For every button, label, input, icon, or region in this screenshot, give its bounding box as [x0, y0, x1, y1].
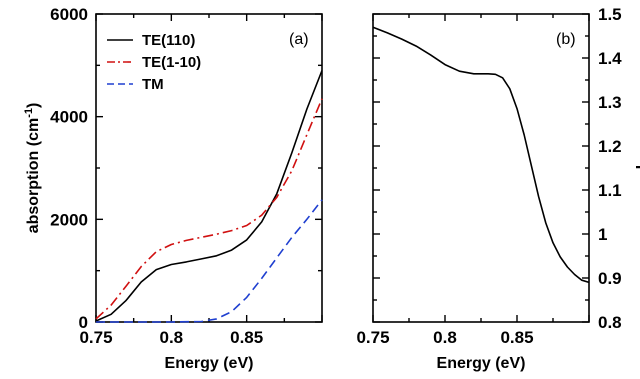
panel-a: 0.75 0.8 0.85 0 2000 4000 6000 (a) Energy (eV)… — [23, 5, 323, 372]
x-tick-label: 0.8 — [160, 328, 184, 347]
y-tick-label: 0.8 — [598, 313, 622, 332]
y-tick-label: 1.4 — [598, 49, 622, 68]
y-tick-label: 0 — [79, 313, 88, 332]
panel-b-ylabel: r — [632, 165, 640, 171]
panel-a-tag: (a) — [289, 31, 309, 48]
panel-b: 0.75 0.8 0.85 0.8 0.9 1 1.1 1.2 1.3 1.4 1.5 (b) En… — [356, 5, 640, 372]
panel-b-frame — [372, 13, 590, 323]
panel-a-ylabel-sup: -1 — [23, 108, 35, 118]
panel-a-frame — [95, 13, 323, 323]
panel-b-series — [372, 26, 590, 284]
series-line-a-0 — [95, 70, 323, 322]
legend-label-tm: TM — [142, 76, 164, 93]
y-tick-label: 6000 — [50, 5, 88, 24]
series-line-a-1 — [95, 98, 323, 320]
panel-a-ylabel: absorption (cm-1) — [23, 103, 42, 234]
panel-b-tag: (b) — [556, 31, 576, 48]
x-tick-label: 0.75 — [79, 328, 112, 347]
y-tick-label: 0.9 — [598, 269, 622, 288]
y-tick-label: 1.1 — [598, 181, 622, 200]
panel-b-xlabel: Energy (eV) — [437, 355, 526, 372]
x-tick-label: 0.75 — [356, 328, 389, 347]
y-tick-label: 1.5 — [598, 5, 622, 24]
panel-a-series — [95, 70, 323, 323]
y-tick-label: 1 — [598, 225, 607, 244]
series-line-a-2 — [96, 199, 323, 323]
y-tick-label: 2000 — [50, 210, 88, 229]
series-line-b-0 — [372, 26, 590, 284]
panel-a-ticks: 0.75 0.8 0.85 0 2000 4000 6000 — [50, 5, 323, 347]
x-tick-label: 0.85 — [500, 328, 533, 347]
y-tick-label: 1.3 — [598, 93, 622, 112]
y-tick-label: 1.2 — [598, 137, 622, 156]
y-tick-label: 4000 — [50, 108, 88, 127]
x-tick-label: 0.8 — [433, 328, 457, 347]
panel-b-ticks: 0.75 0.8 0.85 0.8 0.9 1 1.1 1.2 1.3 1.4 1.5 — [356, 5, 622, 347]
legend-label-te1-10: TE(1-10) — [142, 54, 201, 71]
panel-a-legend: TE(110) TE(1-10) TM — [107, 32, 201, 93]
panel-a-ylabel-close: ) — [25, 103, 42, 108]
x-tick-label: 0.85 — [230, 328, 263, 347]
panel-a-ylabel-main: absorption (cm — [25, 118, 42, 234]
legend-label-te110: TE(110) — [142, 32, 195, 49]
panel-a-xlabel: Energy (eV) — [165, 355, 254, 372]
